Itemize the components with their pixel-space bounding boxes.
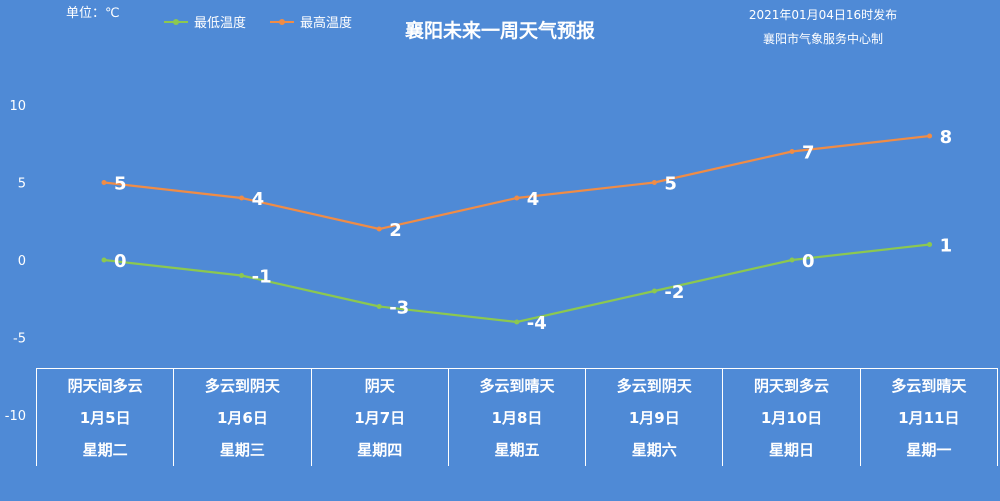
data-point xyxy=(376,304,382,309)
data-label: 0 xyxy=(114,251,127,272)
data-point xyxy=(927,133,933,139)
data-point xyxy=(651,288,657,294)
y-tick-label: 0 xyxy=(18,254,26,269)
data-point xyxy=(239,195,245,201)
weather-text: 多云到晴天 xyxy=(479,376,555,395)
data-label: 8 xyxy=(940,127,953,148)
forecast-day: 多云到阴天 1月6日 星期三 xyxy=(174,369,312,466)
data-label: 4 xyxy=(252,189,265,210)
issue-time: 2021年01月04日16时发布 xyxy=(748,8,898,22)
legend-max-label: 最高温度 xyxy=(300,16,353,31)
data-label: 2 xyxy=(389,220,402,241)
weather-text: 多云到阴天 xyxy=(204,376,280,395)
weather-text: 多云到晴天 xyxy=(891,376,967,395)
weather-text: 阴天间多云 xyxy=(67,376,143,395)
data-point xyxy=(376,226,382,232)
weather-text: 阴天 xyxy=(364,376,395,395)
weekday-text: 星期日 xyxy=(769,441,815,460)
data-label: 5 xyxy=(664,174,677,195)
date-text: 1月8日 xyxy=(491,408,543,427)
weekday-text: 星期一 xyxy=(906,441,952,460)
data-point xyxy=(101,257,107,263)
data-point xyxy=(514,319,520,325)
legend-min-swatch xyxy=(164,18,188,25)
data-label: -2 xyxy=(664,282,684,303)
date-text: 1月9日 xyxy=(628,408,680,427)
chart-title: 襄阳未来一周天气预报 xyxy=(404,20,595,42)
weekday-text: 星期四 xyxy=(357,441,403,460)
date-text: 1月6日 xyxy=(216,408,268,427)
data-label: 4 xyxy=(527,189,540,210)
legend-max-swatch xyxy=(270,18,294,25)
data-point xyxy=(514,195,520,201)
data-point xyxy=(927,242,933,247)
forecast-day: 阴天到多云 1月10日 星期日 xyxy=(723,369,861,466)
legend-min: 最低温度 xyxy=(164,12,246,31)
forecast-day: 阴天 1月7日 星期四 xyxy=(312,369,449,466)
data-point xyxy=(651,180,657,185)
y-tick-label: 10 xyxy=(9,99,26,114)
weekday-text: 星期六 xyxy=(631,441,677,460)
legend-min-label: 最低温度 xyxy=(194,16,247,31)
data-point xyxy=(101,180,107,185)
weekday-text: 星期三 xyxy=(219,441,265,460)
data-label: -1 xyxy=(252,267,272,288)
legend-max: 最高温度 xyxy=(270,12,352,31)
data-label: 5 xyxy=(114,174,127,195)
issuer: 襄阳市气象服务中心制 xyxy=(762,32,883,46)
forecast-day: 多云到阴天 1月9日 星期六 xyxy=(586,369,724,466)
weekday-text: 星期二 xyxy=(82,441,128,460)
weekday-text: 星期五 xyxy=(494,441,540,460)
data-label: 1 xyxy=(940,236,953,257)
date-text: 1月10日 xyxy=(760,408,823,427)
data-label: 7 xyxy=(802,143,815,164)
data-label: 0 xyxy=(802,251,815,272)
data-point xyxy=(239,273,245,278)
data-point xyxy=(789,257,795,263)
forecast-table: 阴天间多云 1月5日 星期二 多云到阴天 1月6日 星期三 阴天 1月7日 星期… xyxy=(36,368,998,466)
forecast-day: 多云到晴天 1月8日 星期五 xyxy=(449,369,587,466)
y-tick-label: -5 xyxy=(13,332,26,347)
data-point xyxy=(789,149,795,154)
data-label: -4 xyxy=(527,313,547,334)
unit-label: 单位：℃ xyxy=(66,6,120,21)
data-label: -3 xyxy=(389,298,409,319)
forecast-day: 阴天间多云 1月5日 星期二 xyxy=(37,369,175,466)
y-tick-label: -10 xyxy=(5,409,26,424)
date-text: 1月7日 xyxy=(354,408,406,427)
weather-text: 阴天到多云 xyxy=(754,376,830,395)
forecast-day: 多云到晴天 1月11日 星期一 xyxy=(861,369,997,466)
date-text: 1月5日 xyxy=(79,408,131,427)
weather-text: 多云到阴天 xyxy=(616,376,692,395)
y-tick-label: 5 xyxy=(18,177,26,192)
date-text: 1月11日 xyxy=(898,408,960,427)
